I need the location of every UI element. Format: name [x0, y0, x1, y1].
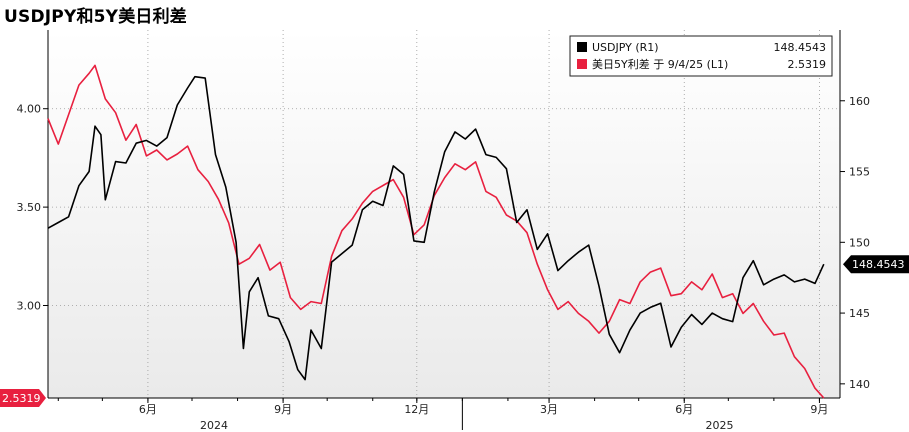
- legend-value-usdjpy: 148.4543: [774, 41, 827, 54]
- left-value-flag: 2.5319: [0, 389, 46, 407]
- right-tick-label: 140: [849, 378, 870, 391]
- right-tick-label: 160: [849, 95, 870, 108]
- x-tick-label: 3月: [540, 403, 558, 416]
- right-value-flag: 148.4543: [843, 255, 909, 274]
- x-tick-label: 12月: [404, 403, 429, 416]
- plot-area: [48, 30, 840, 398]
- chart-title: USDJPY和5Y美日利差: [4, 7, 187, 27]
- legend-value-spread: 2.5319: [788, 58, 827, 71]
- left-tick-label: 3.50: [17, 201, 42, 214]
- series-group: [47, 64, 825, 399]
- x-tick-label: 9月: [810, 403, 828, 416]
- legend-label-spread: 美日5Y利差 于 9/4/25 (L1): [592, 57, 728, 71]
- year-label: 2024: [200, 419, 228, 432]
- left-flag-text: 2.5319: [2, 392, 41, 405]
- year-label: 2025: [706, 419, 734, 432]
- right-axis-ticks: 140 145 150 155 160: [840, 95, 870, 391]
- x-tick-label: 6月: [139, 403, 157, 416]
- legend-label-usdjpy: USDJPY (R1): [592, 41, 659, 54]
- right-tick-label: 150: [849, 236, 870, 249]
- gridlines: [48, 30, 840, 398]
- x-axis-ticks: 6月 9月 12月 3月 6月 9月 2024 2025: [57, 398, 828, 432]
- legend: USDJPY (R1) 148.4543 美日5Y利差 于 9/4/25 (L1…: [569, 35, 833, 77]
- legend-swatch-spread: [577, 59, 587, 69]
- right-tick-label: 145: [849, 307, 870, 320]
- left-axis-ticks: 3.00 3.50 4.00: [17, 103, 48, 313]
- right-flag-text: 148.4543: [852, 258, 905, 271]
- legend-swatch-usdjpy: [577, 42, 587, 52]
- left-tick-label: 4.00: [17, 103, 42, 116]
- series-line-usdjpy: [47, 75, 825, 381]
- x-tick-label: 6月: [675, 403, 693, 416]
- right-flag-shape: [843, 255, 909, 274]
- right-tick-label: 155: [849, 166, 870, 179]
- left-flag-shape: [0, 389, 46, 407]
- left-tick-label: 3.00: [17, 300, 42, 313]
- x-tick-label: 9月: [274, 403, 292, 416]
- legend-box: [569, 35, 833, 77]
